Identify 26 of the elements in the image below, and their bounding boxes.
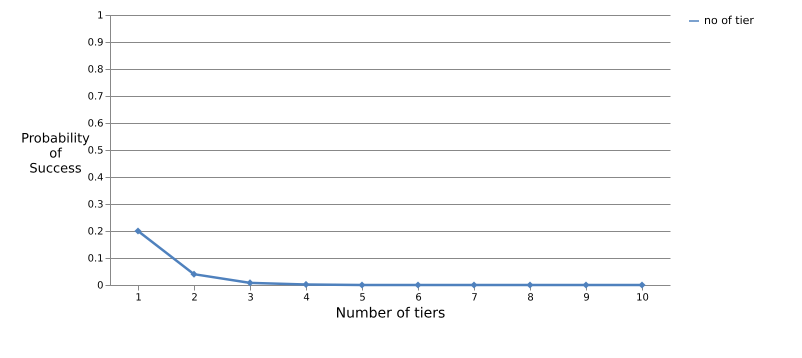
y-tick-label: 0.8	[88, 64, 104, 76]
y-tick-label: 1	[97, 10, 104, 22]
x-tick-label: 8	[527, 292, 534, 304]
y-tick-label: 0.6	[88, 118, 104, 130]
y-tick-label: 0.9	[88, 38, 104, 48]
x-tick-label: 2	[191, 292, 198, 304]
x-axis-title: Number of tiers	[336, 306, 446, 322]
x-tick-label: 10	[636, 292, 649, 304]
x-tick-label: 6	[415, 292, 422, 304]
point	[190, 270, 198, 278]
y-tick-label: 0.3	[88, 200, 104, 210]
point	[134, 227, 142, 235]
y-tick-label: 0	[97, 280, 104, 292]
x-tick-label: 9	[583, 292, 590, 304]
y-tick-label: 0.5	[88, 146, 104, 156]
point	[246, 279, 254, 286]
legend-label: no of tier	[704, 14, 754, 27]
x-tick-label: 5	[359, 292, 366, 304]
y-tick-label: 0.7	[88, 92, 104, 102]
x-tick-label: 3	[247, 292, 254, 304]
y-tick-label: 0.2	[88, 226, 104, 238]
x-tick-label: 7	[471, 292, 478, 304]
x-tick-label: 4	[303, 292, 310, 304]
x-tick-label: 1	[135, 292, 142, 304]
y-tick-label: 0.1	[88, 254, 104, 264]
y-tick-label: 0.4	[88, 172, 104, 184]
